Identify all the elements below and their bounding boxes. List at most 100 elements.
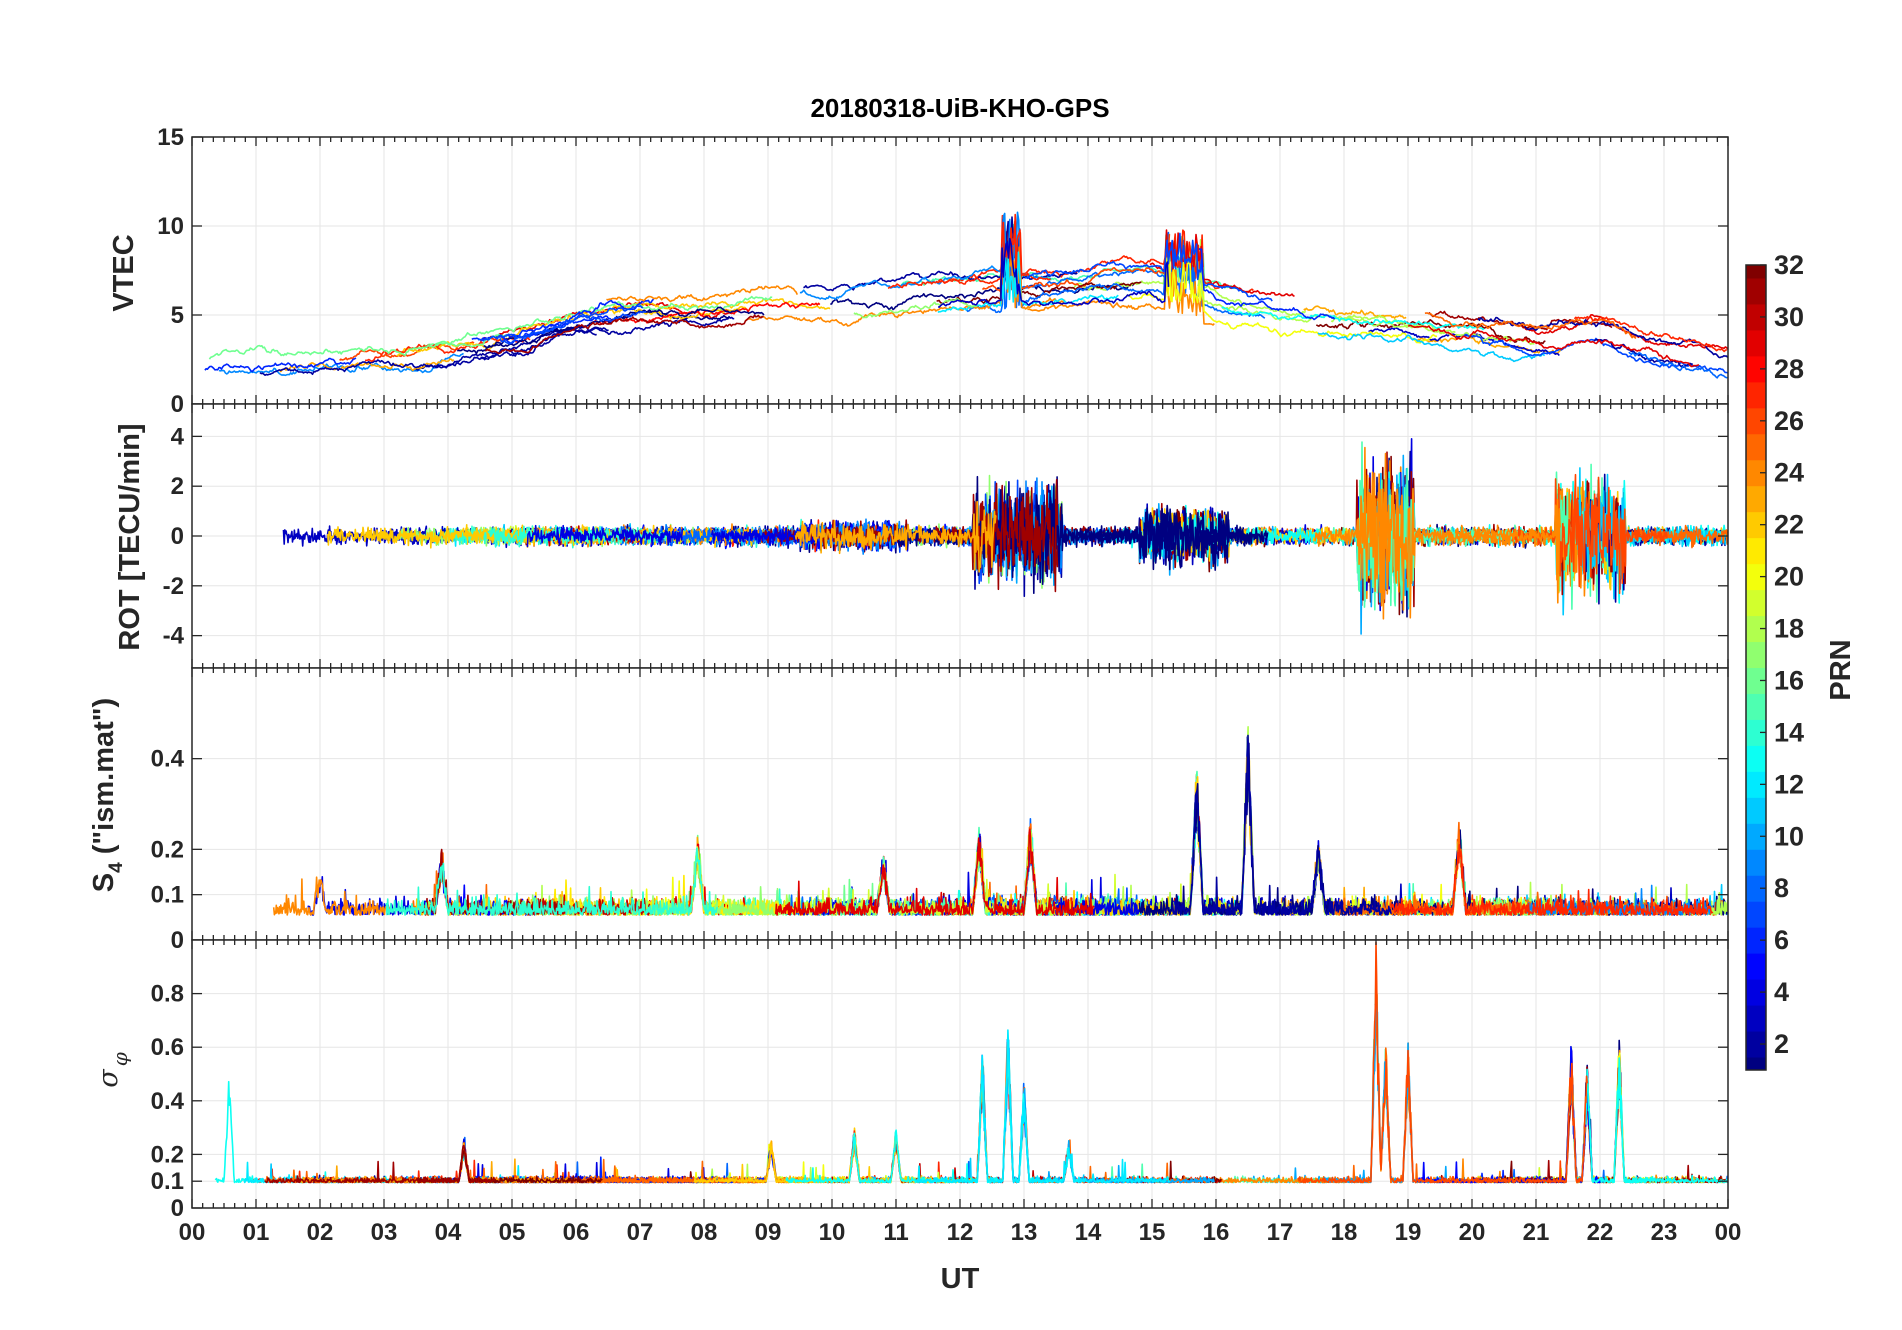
prn-6-trace (204, 357, 357, 373)
colorbar-tick-label: 28 (1774, 354, 1804, 384)
prn-22-trace (611, 298, 831, 310)
panel-vtec-ytick-label: 5 (171, 302, 184, 329)
colorbar-tick-label: 16 (1774, 665, 1804, 695)
panel-rot-ytick-label: 0 (171, 523, 184, 550)
prn-7-trace (477, 305, 644, 342)
panel-vtec-ytick-label: 0 (171, 391, 184, 418)
panel-sigma_phi: 00.10.2 0.4 0.6 0.8 (151, 939, 1729, 1222)
colorbar-swatch (1746, 433, 1766, 461)
sigma-phi-ylabel-sub: φ (108, 1052, 132, 1066)
prn-6-trace (1198, 247, 1336, 321)
colorbar-swatch (1746, 537, 1766, 565)
prn-27-trace (1573, 315, 1728, 353)
prn-24-trace (1027, 269, 1215, 326)
prn-23-trace (794, 500, 997, 573)
s4-ylabel-rest: ("ism.mat") (88, 698, 120, 862)
colorbar-tick-label: 20 (1774, 562, 1804, 592)
colorbar-swatch (1746, 693, 1766, 720)
x-tick-label: 08 (691, 1219, 718, 1246)
prn-14-trace (489, 525, 671, 546)
colorbar-swatch (1746, 667, 1766, 694)
prn-24-trace (744, 246, 1066, 327)
prn-27-trace (365, 336, 531, 363)
panel-rot-ytick-label: 4 (171, 423, 185, 450)
panel-sigma_phi-ytick-label: 0.1 (151, 1168, 184, 1195)
colorbar-tick-label: 22 (1774, 510, 1804, 540)
prn-7-trace (1463, 333, 1728, 374)
chart-title: 20180318-UiB-KHO-GPS (810, 93, 1109, 123)
colorbar-frame (1745, 264, 1767, 1071)
prn-29-trace (1407, 324, 1700, 368)
x-tick-label: 00 (179, 1219, 206, 1246)
prn-12-trace (915, 1029, 1171, 1184)
colorbar-swatch (1746, 771, 1766, 798)
panel-vtec-traces (204, 211, 1728, 379)
prn-3-trace (937, 237, 1170, 308)
prn-2-trace (1171, 734, 1393, 916)
colorbar-swatch (1746, 1031, 1766, 1058)
colorbar-tick-label: 24 (1774, 458, 1804, 488)
prn-1-trace (830, 228, 1135, 311)
colorbar-swatch (1746, 797, 1766, 824)
panel-sigma_phi-ticks: 00.10.2 0.4 0.6 0.8 (151, 940, 1729, 1222)
rot-ylabel: ROT [TECU/min] (114, 423, 146, 650)
prn-23-trace (1303, 305, 1407, 319)
colorbar-swatch (1746, 459, 1766, 487)
prn-17-trace (853, 298, 978, 319)
prn-24-trace (606, 285, 799, 303)
panel-sigma_phi-traces (214, 941, 1728, 1184)
panel-vtec: 0 5 10 15 (157, 124, 1729, 418)
panel-s4-ticks: 0 0.1 0.2 0.4 (151, 668, 1729, 954)
x-tick-label: 21 (1523, 1219, 1550, 1246)
colorbar-tick-label: 32 (1774, 250, 1804, 280)
colorbar-swatch (1746, 355, 1766, 383)
s4-ylabel-sub: 4 (106, 862, 127, 873)
x-axis-label: UT (941, 1263, 980, 1295)
colorbar-swatch (1746, 719, 1766, 746)
x-tick-label: 06 (563, 1219, 590, 1246)
sigma-phi-ylabel: σφ (93, 1052, 132, 1087)
x-tick-label: 02 (307, 1219, 334, 1246)
colorbar-swatch (1746, 1005, 1766, 1032)
prn-24-trace (1314, 446, 1561, 620)
prn-26-trace (1297, 941, 1588, 1184)
colorbar-swatch (1746, 485, 1766, 513)
prn-30-trace (530, 894, 651, 916)
panel-sigma_phi-ytick-label: 0.2 (151, 1141, 184, 1168)
prn-27-trace (1390, 843, 1714, 916)
x-tick-labels: 00 01 02 03 04 05 06 07 08 09 10 11 12 13 14 15 16 17 18 19… (179, 1219, 1742, 1246)
x-tick-label: 15 (1139, 1219, 1166, 1246)
prn-18-trace (1197, 268, 1535, 346)
panel-sigma_phi-grid (192, 940, 1728, 1209)
colorbar-swatch (1746, 381, 1766, 409)
x-tick-label: 05 (499, 1219, 526, 1246)
x-tick-label: 14 (1075, 1219, 1102, 1246)
prn-31-trace (264, 1144, 496, 1184)
colorbar-tick-label: 12 (1774, 769, 1804, 799)
panel-sigma_phi-ytick-label: 0.6 (151, 1034, 184, 1061)
colorbar-swatch (1746, 745, 1766, 772)
panel-rot-traces (282, 437, 1728, 635)
colorbar-swatch (1746, 303, 1766, 331)
panel-s4-ytick-label: 0 (171, 927, 184, 954)
prn-8-trace (1628, 351, 1728, 379)
colorbar-swatch (1746, 563, 1766, 591)
prn-26-trace (339, 341, 475, 361)
panel-s4-ytick-label: 0.2 (151, 836, 184, 863)
panel-s4-ytick-label: 0.4 (151, 746, 185, 773)
prn-2-trace (1477, 316, 1728, 359)
x-tick-label: 23 (1651, 1219, 1678, 1246)
panel-s4: 0 0.1 0.2 0.4 (151, 667, 1729, 954)
panel-rot-ytick-label: 2 (171, 473, 184, 500)
x-tick-label: 00 (1715, 1219, 1742, 1246)
colorbar-swatch (1746, 823, 1766, 850)
sigma-phi-ylabel-main: σ (93, 1068, 124, 1088)
prn-31-trace (485, 314, 764, 355)
panel-rot-ytick-label: -4 (163, 623, 185, 650)
prn-29-trace (1149, 229, 1295, 297)
colorbar-swatch (1746, 901, 1766, 928)
x-tick-label: 03 (371, 1219, 398, 1246)
s4-ylabel-main: S (88, 873, 120, 892)
panel-sigma_phi-ytick-label: 0 (171, 1195, 184, 1222)
